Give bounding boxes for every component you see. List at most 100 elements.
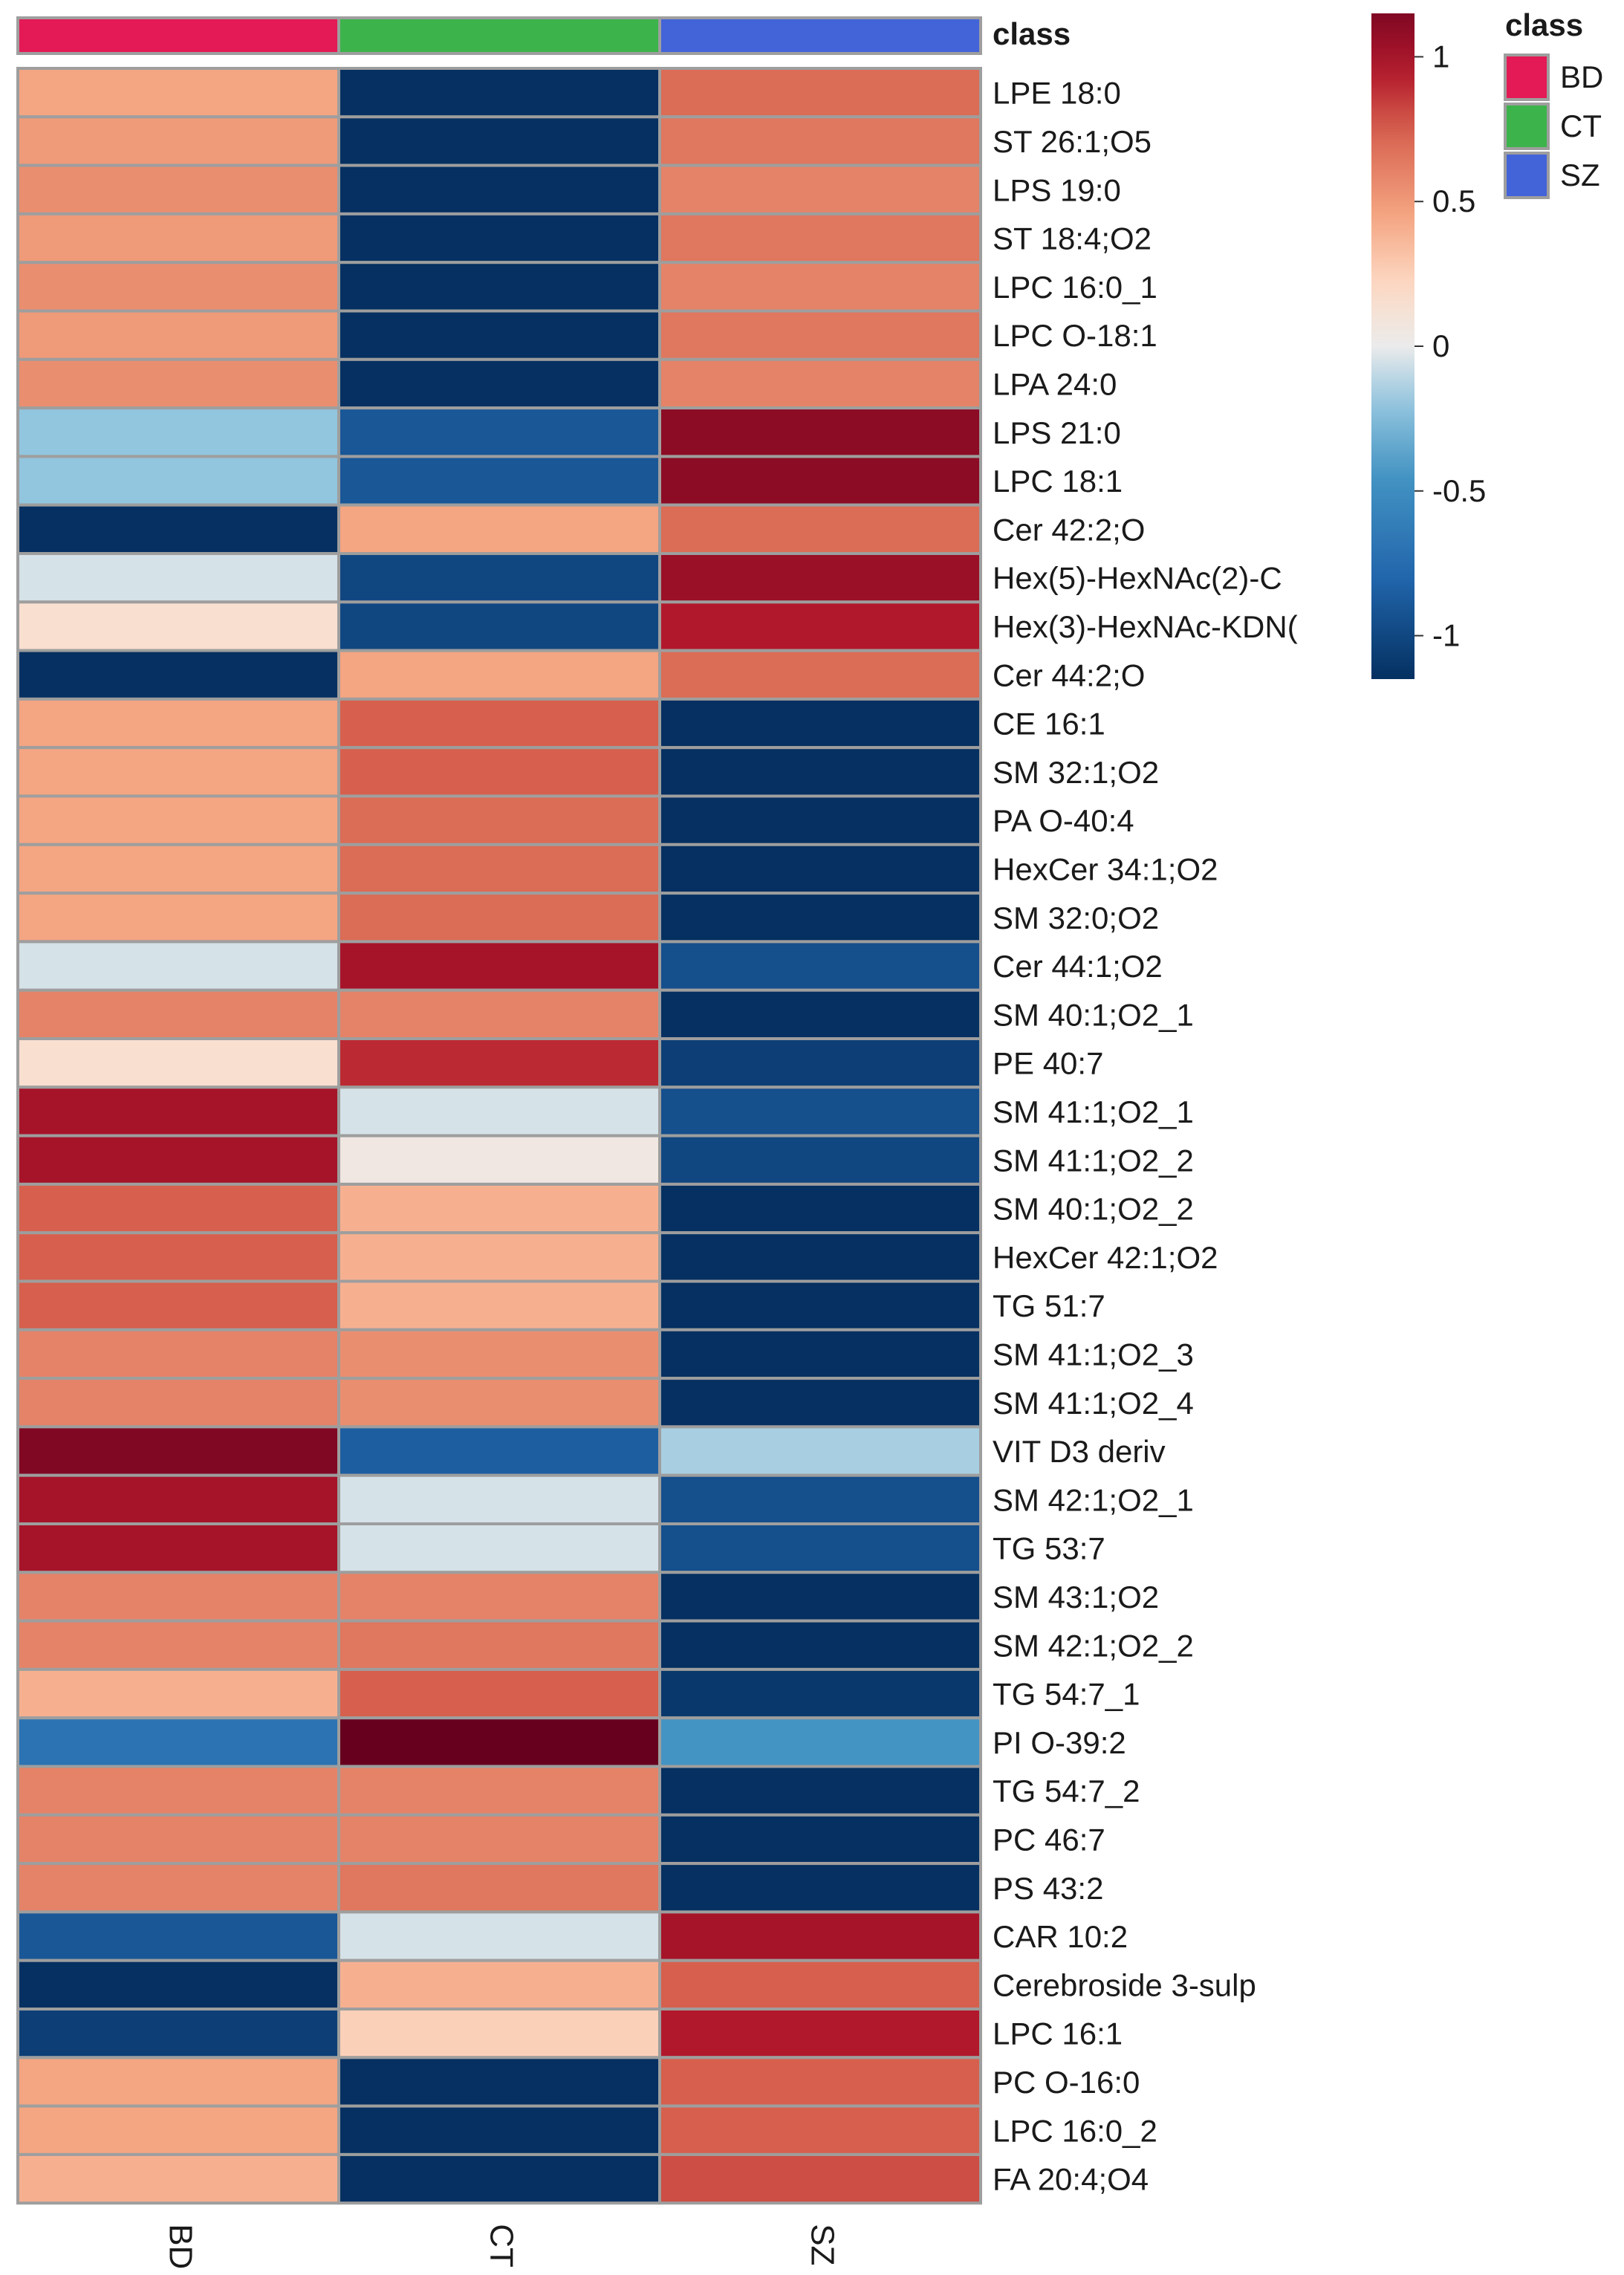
heatmap-cell [337,1910,661,1962]
row-label: SM 43:1;O2 [993,1580,1159,1614]
heatmap-cell [337,600,661,652]
class-track-label: class [993,16,1071,51]
row-label: SM 42:1;O2_1 [993,1482,1194,1517]
heatmap-cell [337,1765,661,1817]
heatmap-cell [658,309,982,361]
heatmap-cell [16,1862,340,1914]
legend-swatch-sz [1504,152,1550,199]
heatmap-cell [658,357,982,410]
row-label: Cerebroside 3-sulp [993,1967,1256,2002]
heatmap-cell [658,1182,982,1235]
heatmap-cell [16,1134,340,1186]
row-label: Cer 44:1;O2 [993,949,1163,984]
class-track-cell-sz [658,16,982,55]
row-label: LPC 16:0_2 [993,2113,1157,2148]
heatmap-cell [337,1231,661,1283]
colorbar-tick-label: -0.5 [1432,473,1486,508]
heatmap-cell [16,940,340,992]
heatmap-cell [16,843,340,895]
heatmap-cell [337,1862,661,1914]
row-label: CAR 10:2 [993,1919,1128,1954]
heatmap-cell [16,309,340,361]
row-label: PI O-39:2 [993,1725,1126,1760]
heatmap-cell [658,746,982,798]
heatmap-cell [658,503,982,556]
heatmap-cell [16,1765,340,1817]
row-label: LPA 24:0 [993,366,1117,401]
heatmap-cell [658,794,982,846]
heatmap-cell [337,67,661,119]
heatmap-cell [16,357,340,410]
heatmap-cell [16,697,340,750]
heatmap-cell [658,600,982,652]
heatmap-cell [337,309,661,361]
heatmap-cell [337,1522,661,1574]
heatmap-cell [337,649,661,701]
heatmap-cell [16,988,340,1040]
heatmap-cell [658,552,982,604]
heatmap-cell [658,67,982,119]
heatmap-cell [658,2056,982,2108]
class-track-cell-bd [16,16,340,55]
row-label: TG 53:7 [993,1531,1105,1566]
row-label: CE 16:1 [993,707,1105,741]
heatmap-cell [337,746,661,798]
heatmap-cell [658,1716,982,1768]
row-label: PE 40:7 [993,1046,1103,1081]
heatmap-cell [16,1037,340,1089]
heatmap-cell [658,1522,982,1574]
heatmap-cell [16,1522,340,1574]
class-legend-title: class [1505,7,1583,42]
heatmap-cell [337,2056,661,2108]
heatmap-cell [16,794,340,846]
heatmap-cell [16,2152,340,2205]
heatmap-cell [337,261,661,313]
heatmap-cell [337,2104,661,2156]
heatmap-cell [658,1231,982,1283]
legend-label-bd: BD [1560,59,1603,94]
heatmap-cell [16,261,340,313]
row-label: SM 41:1;O2_3 [993,1337,1194,1372]
column-label-ct: CT [483,2224,519,2268]
heatmap-cell [337,1716,661,1768]
heatmap-cell [337,1425,661,1477]
heatmap-cell [337,503,661,556]
row-label: TG 51:7 [993,1288,1105,1323]
heatmap-cell [337,892,661,944]
heatmap-cell [16,1910,340,1962]
heatmap-cell [337,2008,661,2060]
row-label: SM 40:1;O2_1 [993,997,1194,1032]
heatmap-cell [658,2104,982,2156]
colorbar-gradient [1371,13,1414,679]
row-label: SM 32:1;O2 [993,755,1159,790]
heatmap-cell [16,1279,340,1331]
heatmap-cell [658,1134,982,1186]
column-labels: BD CT SZ [162,2224,840,2269]
heatmap-cell [16,1328,340,1380]
heatmap-cell [658,1571,982,1623]
heatmap-cell [16,1231,340,1283]
row-label: Hex(5)-HexNAc(2)-C [993,561,1282,596]
heatmap-cell [16,1619,340,1671]
row-label: ST 18:4;O2 [993,221,1152,256]
heatmap-cell [16,163,340,215]
row-label: LPE 18:0 [993,76,1121,111]
class-legend: class BD CT SZ [1504,7,1603,199]
row-label: SM 32:0;O2 [993,900,1159,935]
heatmap-cell [337,1377,661,1429]
heatmap-cell [337,940,661,992]
heatmap-cell [337,406,661,458]
heatmap-cell [337,1667,661,1720]
heatmap-cell [337,1328,661,1380]
row-label: PC O-16:0 [993,2065,1140,2100]
heatmap-cell [16,67,340,119]
heatmap-cell [658,406,982,458]
heatmap-cell [337,212,661,265]
row-label: LPC O-18:1 [993,318,1157,353]
heatmap-cell [337,1619,661,1671]
heatmap-cell [658,1667,982,1720]
heatmap-cell [16,503,340,556]
row-label: Cer 42:2;O [993,512,1145,547]
heatmap-cell [16,600,340,652]
colorbar-tick-label: 1 [1432,39,1449,74]
